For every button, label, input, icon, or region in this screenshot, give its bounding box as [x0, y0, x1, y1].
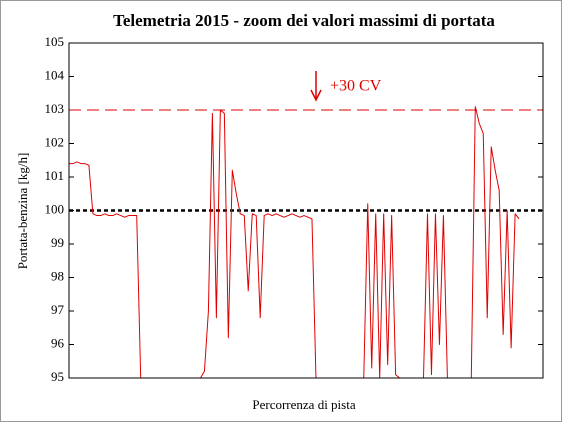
annotation: +30 CV: [330, 78, 382, 95]
y-axis-label: Portata-benzina [kg/h]: [15, 153, 30, 270]
y-tick-label: 98: [51, 268, 64, 283]
y-tick-label: 105: [45, 34, 65, 49]
y-tick-label: 101: [45, 168, 65, 183]
plot-border: [68, 42, 544, 379]
y-tick-label: 100: [45, 201, 65, 216]
x-axis-label: Percorrenza di pista: [252, 397, 355, 412]
y-tick-label: 97: [51, 302, 65, 317]
y-tick-label: 95: [51, 369, 64, 384]
y-tick-label: 99: [51, 235, 64, 250]
y-tick-label: 103: [45, 101, 65, 116]
y-tick-label: 96: [51, 335, 65, 350]
y-tick-label: 102: [45, 134, 65, 149]
annotation-arrowhead: [310, 89, 322, 102]
chart-title: Telemetria 2015 - zoom dei valori massim…: [113, 11, 495, 30]
y-tick-label: 104: [45, 67, 65, 82]
